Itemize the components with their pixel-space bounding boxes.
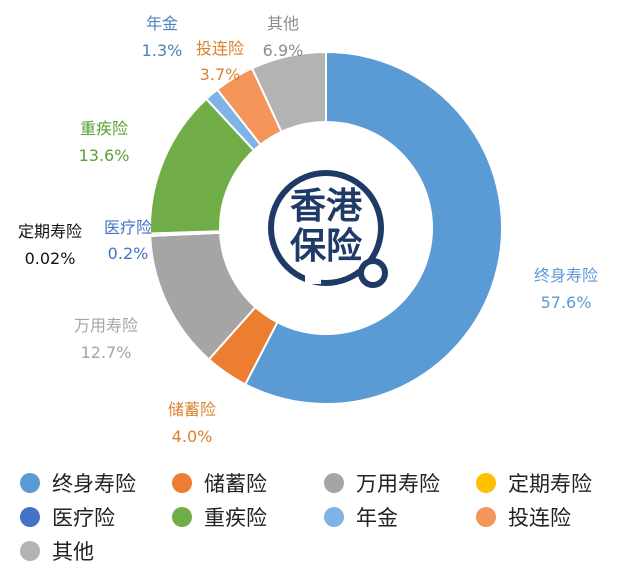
legend-swatch-icon bbox=[172, 473, 192, 493]
logo-text-bottom: 保险 bbox=[290, 226, 363, 267]
legend-item: 其他 bbox=[20, 536, 172, 566]
slices-layer bbox=[149, 50, 503, 405]
legend-swatch-icon bbox=[20, 473, 40, 493]
center-logo: 香港 保险 bbox=[268, 170, 388, 288]
slice-labels-layer: 终身寿险 57.6% 储蓄险 4.0% 万用寿险 12.7% 定期寿险 0.02% 医疗险 0.2… bbox=[18, 14, 598, 446]
slice-label-value: 0.2% bbox=[108, 244, 149, 263]
slice-label-value: 0.02% bbox=[25, 249, 76, 268]
legend-swatch-icon bbox=[324, 473, 344, 493]
slice-label-value: 12.7% bbox=[81, 343, 132, 362]
slice-label-value: 57.6% bbox=[541, 293, 592, 312]
legend-label: 其他 bbox=[52, 540, 94, 564]
slice-label-name: 万用寿险 bbox=[74, 316, 138, 335]
legend-label: 投连险 bbox=[508, 506, 571, 530]
legend-item: 重疾险 bbox=[172, 502, 324, 532]
slice-label-value: 1.3% bbox=[142, 41, 183, 60]
legend-label: 重疾险 bbox=[204, 506, 267, 530]
slice-label-name: 医疗险 bbox=[104, 218, 152, 237]
slice-label-name: 其他 bbox=[267, 14, 299, 33]
slice-label-name: 重疾险 bbox=[80, 119, 128, 138]
legend-swatch-icon bbox=[324, 507, 344, 527]
slice-label-value: 4.0% bbox=[172, 427, 213, 446]
legend-item: 万用寿险 bbox=[324, 468, 476, 498]
legend-label: 储蓄险 bbox=[204, 472, 267, 496]
legend-label: 医疗险 bbox=[52, 506, 115, 530]
logo-text-top: 香港 bbox=[290, 186, 363, 227]
legend-item: 储蓄险 bbox=[172, 468, 324, 498]
logo-dot-icon bbox=[358, 258, 388, 288]
legend-swatch-icon bbox=[20, 541, 40, 561]
legend-item: 终身寿险 bbox=[20, 468, 172, 498]
legend-swatch-icon bbox=[172, 507, 192, 527]
logo-ring bbox=[268, 170, 384, 286]
legend-item: 定期寿险 bbox=[476, 468, 628, 498]
legend-swatch-icon bbox=[476, 507, 496, 527]
slice-label-value: 13.6% bbox=[79, 146, 130, 165]
legend-item: 医疗险 bbox=[20, 502, 172, 532]
legend-item: 投连险 bbox=[476, 502, 628, 532]
legend: 终身寿险 储蓄险 万用寿险 定期寿险医疗险 重疾险 年金 投连险其他 bbox=[20, 466, 630, 568]
slice-label-name: 定期寿险 bbox=[18, 222, 82, 241]
legend-label: 终身寿险 bbox=[52, 472, 136, 496]
legend-item: 年金 bbox=[324, 502, 476, 532]
legend-label: 定期寿险 bbox=[508, 472, 592, 496]
slice-label-name: 投连险 bbox=[196, 39, 244, 58]
legend-label: 年金 bbox=[356, 506, 398, 530]
slice-label-name: 储蓄险 bbox=[168, 400, 216, 419]
legend-swatch-icon bbox=[476, 473, 496, 493]
slice-9 bbox=[250, 50, 327, 134]
slice-label-value: 3.7% bbox=[200, 65, 241, 84]
logo-gap bbox=[305, 270, 321, 284]
slice-label-name: 终身寿险 bbox=[534, 266, 598, 285]
slice-label-name: 年金 bbox=[146, 14, 178, 33]
slice-1 bbox=[243, 50, 503, 405]
legend-swatch-icon bbox=[20, 507, 40, 527]
legend-label: 万用寿险 bbox=[356, 472, 440, 496]
slice-label-value: 6.9% bbox=[263, 41, 304, 60]
